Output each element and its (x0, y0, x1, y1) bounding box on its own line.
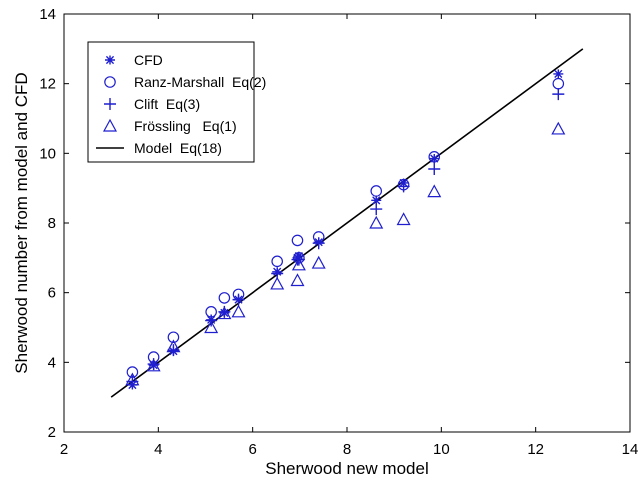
y-tick-label: 4 (48, 354, 56, 371)
data-point-asterisk (272, 267, 282, 276)
y-tick-label: 12 (39, 76, 56, 93)
data-point-asterisk (234, 295, 244, 304)
y-tick-label: 6 (48, 285, 56, 302)
y-tick-label: 10 (39, 145, 56, 162)
data-point-asterisk (399, 178, 409, 187)
data-point-asterisk (127, 380, 137, 389)
legend-label: CFD (134, 52, 163, 68)
x-tick-label: 6 (248, 441, 256, 458)
x-axis-label: Sherwood new model (265, 459, 428, 478)
x-tick-label: 10 (433, 441, 450, 458)
legend-label: Ranz-Marshall Eq(2) (134, 74, 266, 90)
data-point-asterisk (206, 315, 216, 324)
data-point-asterisk (429, 154, 439, 163)
data-point-asterisk (168, 347, 178, 356)
x-tick-label: 2 (60, 441, 68, 458)
y-tick-label: 2 (48, 424, 56, 441)
x-tick-label: 4 (154, 441, 162, 458)
legend-label: Model Eq(18) (134, 140, 222, 156)
x-tick-label: 12 (527, 441, 544, 458)
data-point-asterisk (219, 308, 229, 317)
legend-label: Clift Eq(3) (134, 96, 200, 112)
legend-marker-asterisk (105, 56, 115, 65)
data-point-asterisk (149, 361, 159, 370)
data-point-asterisk (294, 252, 304, 261)
y-axis-label: Sherwood number from model and CFD (12, 72, 31, 373)
y-tick-label: 14 (39, 6, 56, 23)
legend-label: Frössling Eq(1) (134, 118, 237, 134)
data-point-asterisk (553, 69, 563, 78)
x-tick-label: 14 (622, 441, 639, 458)
y-tick-label: 8 (48, 215, 56, 232)
data-point-asterisk (371, 196, 381, 205)
data-point-asterisk (314, 238, 324, 247)
legend: CFD Ranz-Marshall Eq(2) Clift Eq(3) Frössli… (88, 42, 266, 162)
x-tick-label: 8 (343, 441, 351, 458)
